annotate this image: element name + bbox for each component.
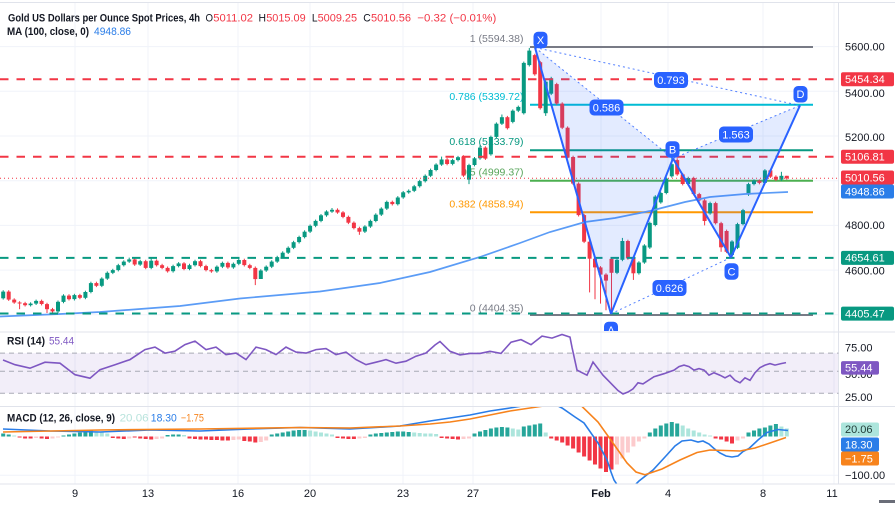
svg-text:C: C [728,266,736,278]
svg-text:4: 4 [665,488,671,500]
svg-text:D: D [797,89,805,101]
svg-text:0.793: 0.793 [657,75,685,87]
svg-text:18.30: 18.30 [845,439,873,451]
svg-text:5200.00: 5200.00 [845,132,885,144]
svg-text:75.00: 75.00 [845,342,873,354]
svg-text:1 (5594.38): 1 (5594.38) [470,33,524,45]
svg-text:23: 23 [397,488,409,500]
svg-text:4800.00: 4800.00 [845,220,885,232]
svg-text:0 (4404.35): 0 (4404.35) [470,303,524,315]
svg-text:A: A [607,325,615,337]
svg-text:5010.56: 5010.56 [371,12,411,24]
svg-text:4948.86: 4948.86 [845,186,885,198]
svg-text:Gold US Dollars per Ounce Spot: Gold US Dollars per Ounce Spot Prices, 4… [8,12,200,24]
svg-text:5600.00: 5600.00 [845,41,885,53]
svg-text:O: O [206,12,214,24]
svg-text:20.06: 20.06 [120,413,149,425]
svg-text:18.30: 18.30 [151,413,177,425]
svg-text:0.586: 0.586 [593,102,621,114]
svg-text:8: 8 [760,488,766,500]
svg-text:5009.25: 5009.25 [318,12,358,24]
svg-text:X: X [537,35,545,47]
svg-text:5106.81: 5106.81 [845,152,885,164]
svg-text:25.00: 25.00 [845,392,873,404]
svg-text:−0.32 (−0.01%): −0.32 (−0.01%) [417,12,496,24]
svg-text:0.382 (4858.94): 0.382 (4858.94) [449,199,523,211]
svg-text:5454.34: 5454.34 [845,74,885,86]
svg-text:9: 9 [72,488,78,500]
svg-text:B: B [669,144,676,156]
svg-text:5010.56: 5010.56 [845,172,885,184]
svg-text:20.06: 20.06 [845,424,873,436]
svg-text:−100.00: −100.00 [845,470,885,482]
svg-text:RSI (14): RSI (14) [7,336,45,348]
svg-text:27: 27 [467,488,479,500]
svg-text:MACD (12, 26, close, 9): MACD (12, 26, close, 9) [7,413,115,425]
svg-text:Feb: Feb [591,488,611,500]
svg-text:5015.09: 5015.09 [266,12,306,24]
svg-text:0.626: 0.626 [656,283,684,295]
svg-text:1.563: 1.563 [722,129,750,141]
svg-text:H: H [259,12,267,24]
svg-text:−1.75: −1.75 [845,453,873,465]
svg-text:0.618 (5133.79): 0.618 (5133.79) [449,136,523,148]
svg-text:20: 20 [304,488,316,500]
svg-text:−1.75: −1.75 [181,413,204,425]
svg-text:4654.61: 4654.61 [845,253,885,265]
svg-text:0.786 (5339.72): 0.786 (5339.72) [449,91,523,103]
svg-text:C: C [363,12,371,24]
svg-text:0.5 (4999.37): 0.5 (4999.37) [461,167,523,179]
svg-text:5011.02: 5011.02 [213,12,253,24]
svg-text:55.44: 55.44 [49,336,74,348]
svg-text:13: 13 [142,488,154,500]
svg-text:16: 16 [232,488,244,500]
svg-text:4405.47: 4405.47 [845,308,885,320]
svg-text:11: 11 [826,488,837,500]
svg-text:5400.00: 5400.00 [845,88,885,100]
svg-text:55.44: 55.44 [845,363,873,375]
svg-text:MA (100, close, 0): MA (100, close, 0) [7,26,89,38]
svg-text:L: L [312,12,318,24]
svg-text:4600.00: 4600.00 [845,265,885,277]
svg-text:4948.86: 4948.86 [94,26,131,38]
